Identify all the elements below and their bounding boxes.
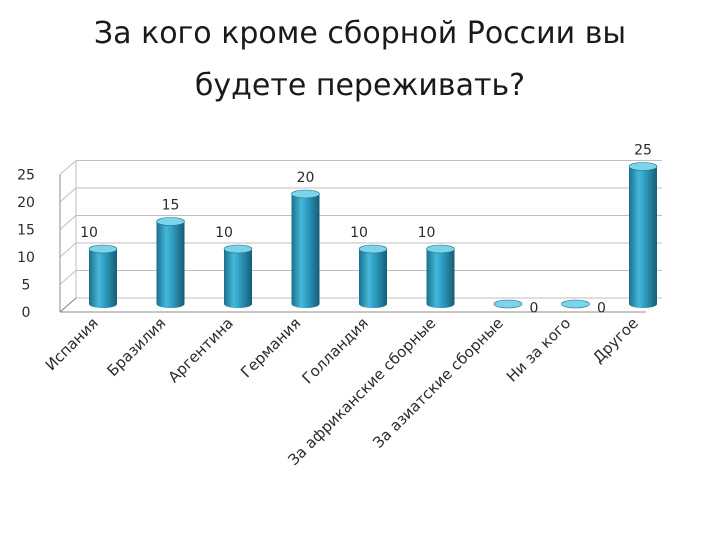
bar bbox=[156, 217, 185, 308]
category-label: За азиатские сборные bbox=[369, 314, 507, 452]
y-tick-label: 5 bbox=[22, 278, 31, 294]
category-label: Аргентина bbox=[165, 314, 237, 386]
data-label: 10 bbox=[215, 225, 233, 241]
data-label: 25 bbox=[634, 143, 652, 159]
wall-gridline bbox=[59, 215, 77, 230]
floor-edge bbox=[59, 297, 77, 313]
y-tick-label: 20 bbox=[17, 195, 35, 211]
bar bbox=[493, 299, 523, 309]
bar bbox=[628, 162, 658, 308]
category-label: Голландия bbox=[299, 314, 372, 387]
bar bbox=[426, 244, 455, 308]
wall-gridline bbox=[59, 242, 77, 258]
category-label: Бразилия bbox=[104, 314, 170, 380]
data-label: 10 bbox=[350, 225, 368, 241]
wall-gridline bbox=[59, 270, 77, 285]
category-label: Ни за кого bbox=[503, 314, 574, 385]
bar bbox=[223, 244, 253, 308]
data-label: 20 bbox=[297, 170, 315, 186]
bar bbox=[358, 244, 388, 308]
axis-layer: 0 5 10 15 20 25 bbox=[17, 160, 646, 321]
y-tick-label: 10 bbox=[17, 250, 35, 266]
data-label: 15 bbox=[162, 198, 180, 214]
data-label: 0 bbox=[597, 301, 606, 317]
bar bbox=[88, 244, 118, 308]
chart-title: За кого кроме сборной России вы будете п… bbox=[0, 8, 720, 112]
bar bbox=[291, 189, 320, 308]
wall-gridline bbox=[59, 187, 77, 203]
chart-title-line-2: будете переживать? bbox=[194, 68, 526, 103]
y-tick-label: 15 bbox=[17, 223, 35, 239]
wall-gridline bbox=[59, 160, 77, 175]
y-tick-label: 25 bbox=[17, 168, 35, 184]
category-label: Германия bbox=[237, 314, 304, 381]
data-label: 10 bbox=[418, 225, 436, 241]
bar-layer bbox=[88, 162, 658, 309]
data-label: 0 bbox=[530, 301, 539, 317]
label-layer: 10 Испания 15 Бразилия 10 Аргентина 20 Германия… bbox=[42, 143, 652, 470]
category-label: Испания bbox=[42, 314, 102, 374]
data-label: 10 bbox=[80, 225, 98, 241]
category-label: Другое bbox=[589, 314, 642, 367]
bar bbox=[561, 299, 590, 309]
chart-title-line-1: За кого кроме сборной России вы bbox=[93, 16, 627, 51]
y-tick-label: 0 bbox=[22, 305, 31, 321]
